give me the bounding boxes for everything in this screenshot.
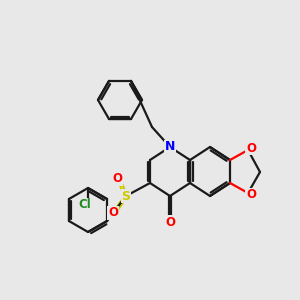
Text: N: N <box>165 140 175 154</box>
Text: O: O <box>165 215 175 229</box>
Text: O: O <box>246 142 256 154</box>
Text: O: O <box>108 206 118 220</box>
Text: O: O <box>246 188 256 202</box>
Text: O: O <box>112 172 122 185</box>
Text: S: S <box>122 190 130 202</box>
Text: Cl: Cl <box>79 199 92 212</box>
